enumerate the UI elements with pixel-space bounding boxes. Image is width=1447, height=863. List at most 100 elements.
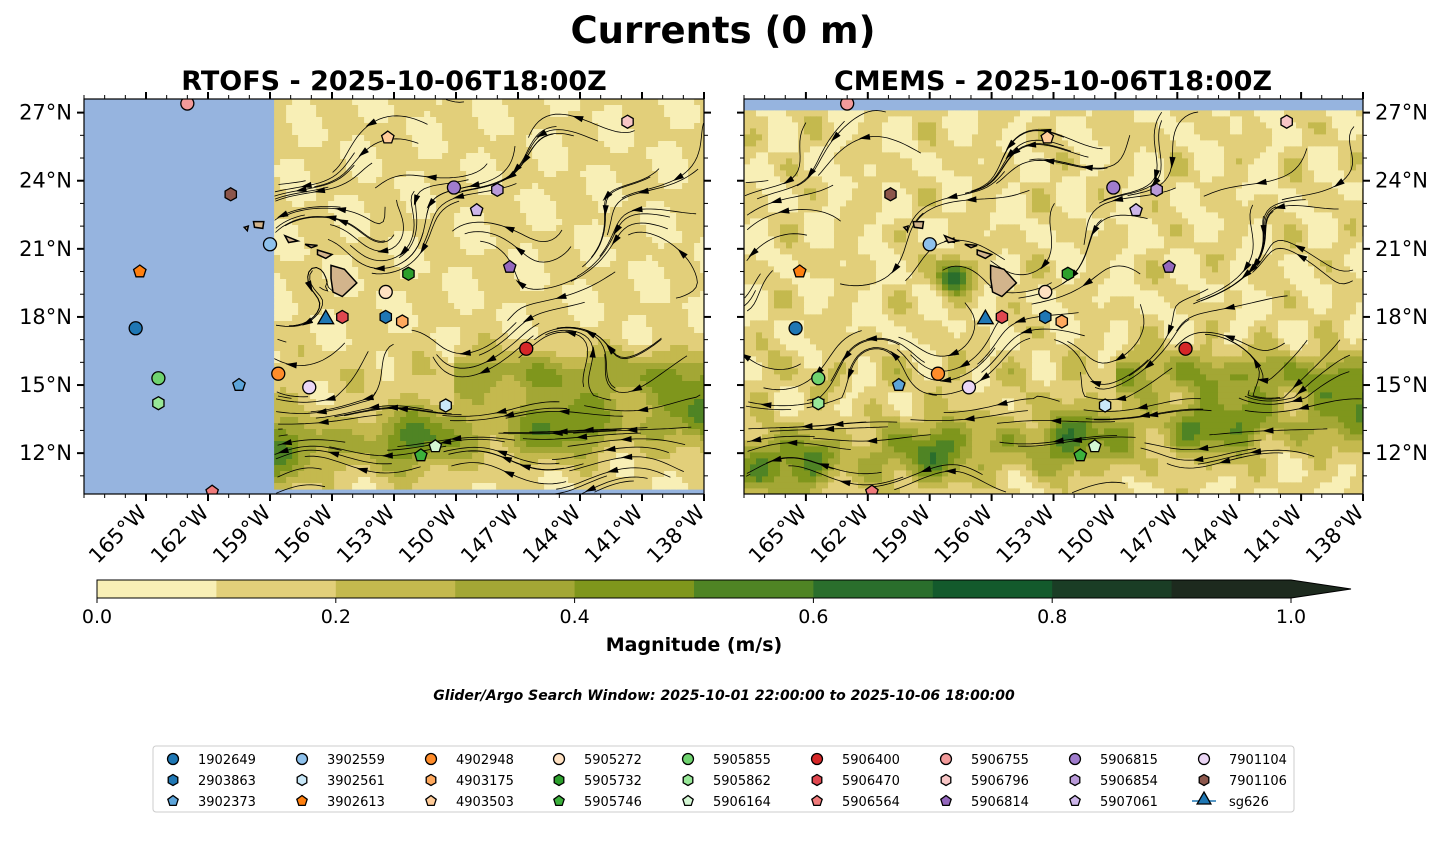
legend-label-5905272: 5905272 xyxy=(584,753,642,768)
legend-label-5906470: 5906470 xyxy=(842,774,900,789)
cmems-lon-tick-label: 156°W xyxy=(930,500,998,568)
legend-label-3902561: 3902561 xyxy=(327,774,385,789)
cmems-marker-7901106 xyxy=(884,187,897,202)
cmems-marker-4903175 xyxy=(1055,314,1069,329)
legend-marker-7901106 xyxy=(1198,773,1210,787)
cmems-marker-5905272 xyxy=(1038,284,1053,300)
rtofs-lat-tick-label: 15°N xyxy=(19,373,72,397)
rtofs-lon-tick-label: 156°W xyxy=(270,500,338,568)
rtofs-map-body xyxy=(84,99,704,494)
legend-label-7901106: 7901106 xyxy=(1229,774,1287,789)
rtofs-lon-tick-label: 147°W xyxy=(456,500,524,568)
rtofs-marker-5905862 xyxy=(152,395,165,411)
cmems-islands xyxy=(902,220,1018,298)
rtofs-lat-tick-label: 18°N xyxy=(19,305,72,329)
legend: 1902649 2903863 3902373 3902559 3902561 39026… xyxy=(152,745,1295,813)
cmems-lon-tick-label: 144°W xyxy=(1177,500,1245,568)
legend-label-7901104: 7901104 xyxy=(1229,753,1287,768)
rtofs-lon-tick-label: 153°W xyxy=(332,500,400,568)
cmems-lon-tick-label: 159°W xyxy=(868,500,936,568)
colorbar-tick-label: 0.8 xyxy=(1037,606,1067,628)
legend-marker-4903503 xyxy=(425,794,437,807)
cmems-lon-tick-label: 165°W xyxy=(744,500,812,568)
rtofs-marker-5907061 xyxy=(469,202,484,217)
rtofs-marker-2903863 xyxy=(379,309,393,325)
legend-label-5906564: 5906564 xyxy=(842,795,900,810)
cmems-lon-tick-label: 138°W xyxy=(1301,500,1369,568)
legend-marker-5906164 xyxy=(682,794,694,807)
colorbar-bin xyxy=(694,580,814,598)
legend-label-4903175: 4903175 xyxy=(456,774,514,789)
rtofs-marker-3902559 xyxy=(262,237,278,252)
legend-marker-5907061 xyxy=(1069,794,1081,807)
rtofs-marker-5905746 xyxy=(413,448,428,462)
legend-marker-5906796 xyxy=(940,773,952,787)
rtofs-float-markers xyxy=(128,99,634,494)
cmems-lat-tick-label: 18°N xyxy=(1375,305,1428,329)
cmems-marker-4903503 xyxy=(1040,130,1055,144)
cmems-marker-5906796 xyxy=(1280,114,1293,129)
rtofs-marker-7901106 xyxy=(224,187,238,202)
legend-marker-5906564 xyxy=(811,794,823,807)
legend-label-4903503: 4903503 xyxy=(456,795,514,810)
legend-marker-5906815 xyxy=(1068,752,1082,766)
legend-label-3902613: 3902613 xyxy=(327,795,385,810)
rtofs-lat-tick-label: 21°N xyxy=(19,237,72,261)
colorbar-tick-label: 0.4 xyxy=(559,606,589,628)
colorbar-extend-arrow xyxy=(1291,580,1351,598)
rtofs-marker-5906796 xyxy=(621,114,634,129)
legend-marker-3902559 xyxy=(295,752,309,766)
rtofs-marker-5905855 xyxy=(151,371,166,386)
cmems-marker-4902948 xyxy=(930,366,946,381)
rtofs-lat-tick-label: 12°N xyxy=(19,441,72,465)
rtofs-marker-sg626 xyxy=(316,308,335,325)
rtofs-marker-1902649 xyxy=(128,321,143,336)
rtofs-marker-5906470 xyxy=(336,309,349,325)
cmems-marker-5906814 xyxy=(1162,259,1176,273)
legend-marker-5905732 xyxy=(553,773,565,787)
legend-label-5906164: 5906164 xyxy=(713,795,771,810)
rtofs-marker-5906814 xyxy=(502,259,517,273)
rtofs-marker-5905732 xyxy=(402,266,415,282)
colorbar-tick-label: 0.6 xyxy=(798,606,828,628)
rtofs-map-panel: RTOFS - 2025-10-06T18:00Z 165°W162°W159°… xyxy=(19,66,711,568)
legend-frame xyxy=(152,745,1295,813)
rtofs-islands xyxy=(242,220,358,298)
cmems-marker-5907061 xyxy=(1129,202,1143,217)
legend-marker-4903175 xyxy=(425,773,437,787)
rtofs-lat-tick-label: 27°N xyxy=(19,101,72,125)
cmems-lon-tick-label: 150°W xyxy=(1054,500,1122,568)
rtofs-lon-tick-label: 138°W xyxy=(642,500,710,568)
cmems-lon-tick-label: 141°W xyxy=(1239,500,1307,568)
legend-marker-5906854 xyxy=(1069,773,1081,787)
legend-marker-5906400 xyxy=(810,752,824,766)
cmems-map-body xyxy=(744,99,1363,494)
cmems-lat-tick-label: 24°N xyxy=(1375,169,1428,193)
rtofs-marker-3902373 xyxy=(232,377,246,391)
legend-label-4902948: 4902948 xyxy=(456,753,514,768)
colorbar-tick-label: 0.0 xyxy=(82,606,112,628)
rtofs-speed-field xyxy=(274,99,704,490)
legend-label-5906815: 5906815 xyxy=(1100,753,1158,768)
legend-label-5906796: 5906796 xyxy=(971,774,1029,789)
legend-label-5906400: 5906400 xyxy=(842,753,900,768)
cmems-marker-5906755 xyxy=(840,99,855,111)
legend-marker-sg626 xyxy=(1195,790,1213,805)
colorbar-outline xyxy=(96,579,1352,599)
cmems-marker-5905862 xyxy=(812,395,825,411)
colorbar-bin xyxy=(216,580,337,598)
colorbar: 0.0 0.2 0.4 0.6 0.8 1.0 xyxy=(82,579,1352,628)
colorbar-bin xyxy=(335,580,456,598)
legend-label-3902373: 3902373 xyxy=(198,795,256,810)
colorbar-bin xyxy=(455,580,576,598)
rtofs-marker-3902613 xyxy=(132,264,147,278)
cmems-marker-sg626 xyxy=(976,308,995,325)
legend-marker-5905862 xyxy=(682,773,694,787)
legend-label-5905862: 5905862 xyxy=(713,774,771,789)
colorbar-bin xyxy=(813,580,934,598)
legend-marker-5905746 xyxy=(553,794,565,807)
legend-marker-3902561 xyxy=(296,773,308,787)
rtofs-marker-4903503 xyxy=(380,130,395,144)
legend-marker-5906470 xyxy=(811,773,823,787)
